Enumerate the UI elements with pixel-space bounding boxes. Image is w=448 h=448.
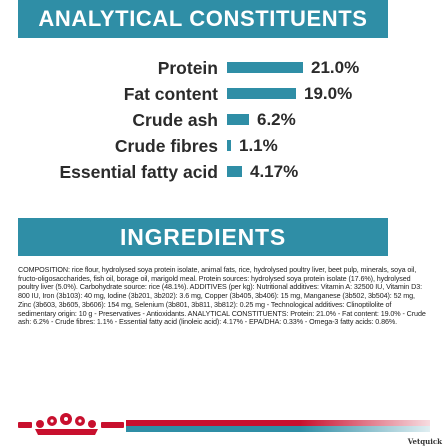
constituent-row: Crude ash 6.2%	[0, 108, 448, 132]
constituent-value: 1.1%	[239, 136, 278, 155]
constituent-bar	[227, 88, 296, 99]
constituent-value: 21.0%	[311, 58, 360, 77]
ingredients-heading: INGREDIENTS	[18, 218, 388, 256]
constituent-label: Fat content	[123, 84, 218, 104]
royal-canin-crown-logo	[18, 413, 124, 435]
constituent-label: Essential fatty acid	[59, 162, 218, 182]
constituent-row: Essential fatty acid 4.17%	[0, 160, 448, 184]
watermark: Vetquick	[407, 437, 442, 446]
constituent-label: Crude ash	[132, 110, 218, 130]
footer-blue-stripe	[126, 426, 430, 432]
constituent-bar	[227, 166, 242, 177]
composition-text: COMPOSITION: rice flour, hydrolysed soya…	[18, 265, 426, 327]
constituent-value: 4.17%	[250, 162, 299, 181]
constituent-value: 19.0%	[304, 84, 353, 103]
constituent-label: Crude fibres	[114, 136, 218, 156]
footer-red-stripe	[126, 420, 430, 426]
footer-stripe-fade	[300, 420, 430, 432]
constituent-value: 6.2%	[257, 110, 296, 129]
constituent-row: Protein 21.0%	[0, 56, 448, 80]
constituent-row: Crude fibres 1.1%	[0, 134, 448, 158]
constituent-row: Fat content 19.0%	[0, 82, 448, 106]
analytical-constituents-heading: ANALYTICAL CONSTITUENTS	[18, 0, 388, 38]
constituent-bar	[227, 62, 303, 73]
constituent-bar	[227, 140, 231, 151]
constituent-bar	[227, 114, 249, 125]
constituent-label: Protein	[157, 58, 218, 78]
